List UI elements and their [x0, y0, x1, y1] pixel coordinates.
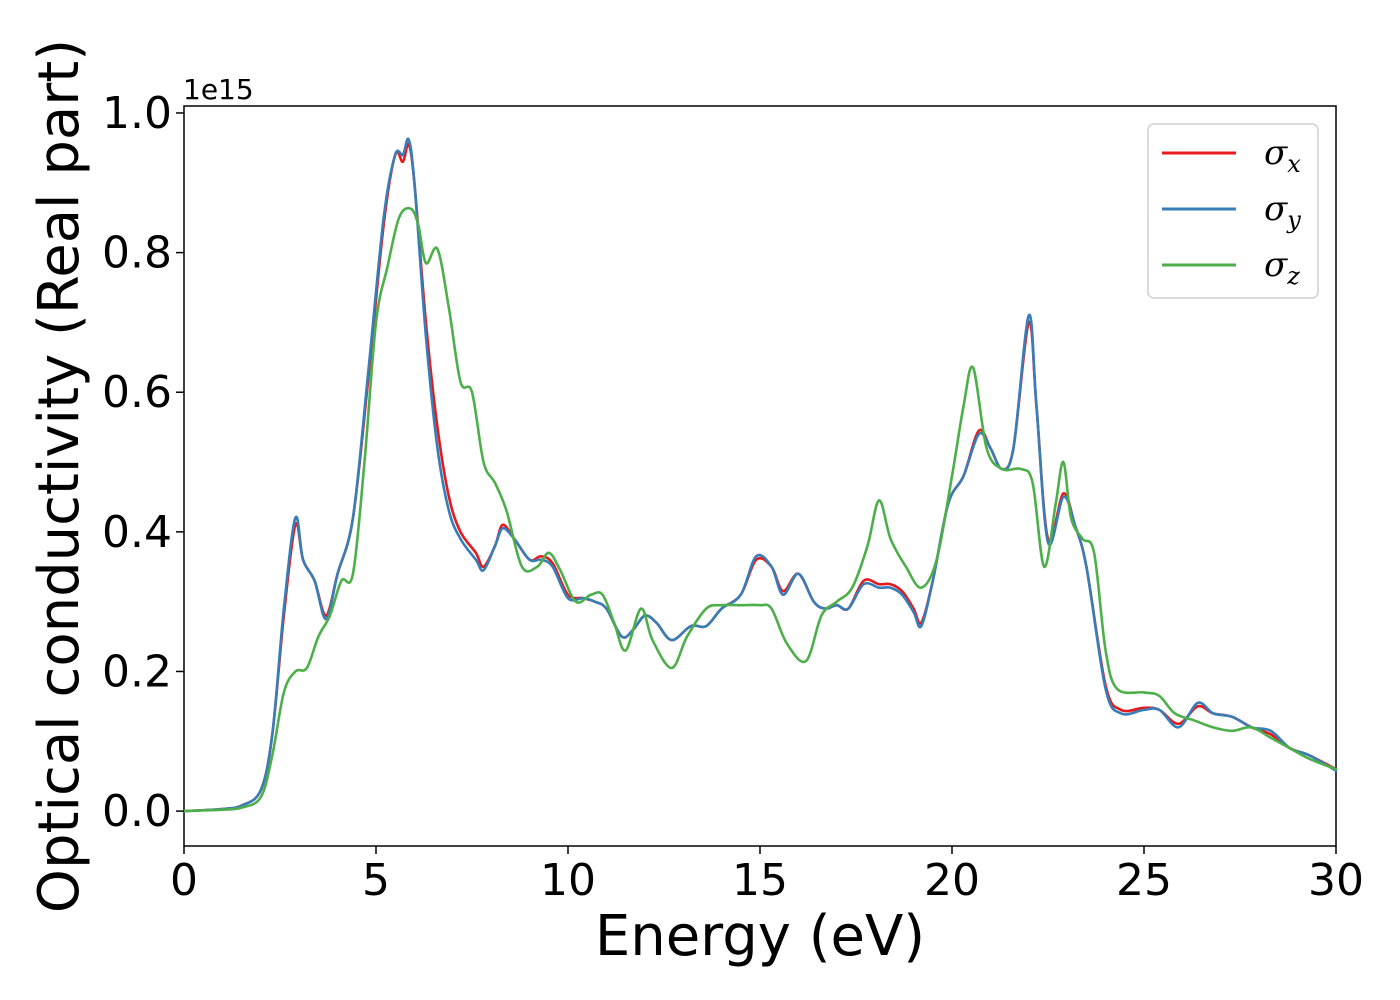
x-tick-label: 25 [1116, 855, 1172, 906]
x-axis-ticks: 0 5 10 15 20 25 30 [170, 846, 1364, 906]
x-tick-label: 5 [362, 855, 390, 906]
legend-box [1147, 123, 1319, 299]
series-layer [182, 137, 1338, 813]
legend-label-y: σy [1264, 189, 1301, 234]
y-tick-label: 0.8 [102, 228, 172, 279]
x-tick-label: 20 [924, 855, 980, 906]
series-line-y [182, 137, 1338, 813]
y-tick-label: 0.4 [102, 507, 172, 558]
y-axis-ticks: 0.0 0.2 0.4 0.6 0.8 1.0 [102, 88, 184, 837]
x-tick-label: 15 [732, 855, 788, 906]
series-line-z [182, 206, 1338, 813]
y-tick-label: 0.6 [102, 367, 172, 418]
x-tick-label: 0 [170, 855, 198, 906]
x-tick-label: 30 [1308, 855, 1364, 906]
legend-label-z: σz [1264, 245, 1300, 290]
y-axis-label: Optical conductivity (Real part) [27, 39, 92, 913]
y-tick-label: 0.2 [102, 646, 172, 697]
y-tick-label: 0.0 [102, 786, 172, 837]
y-tick-label: 1.0 [102, 88, 172, 139]
legend-label-x: σx [1264, 133, 1301, 178]
x-axis-label: Energy (eV) [595, 904, 925, 969]
legend: σx σy σz [1147, 123, 1319, 299]
y-offset-text: 1e15 [183, 73, 254, 106]
x-tick-label: 10 [540, 855, 596, 906]
